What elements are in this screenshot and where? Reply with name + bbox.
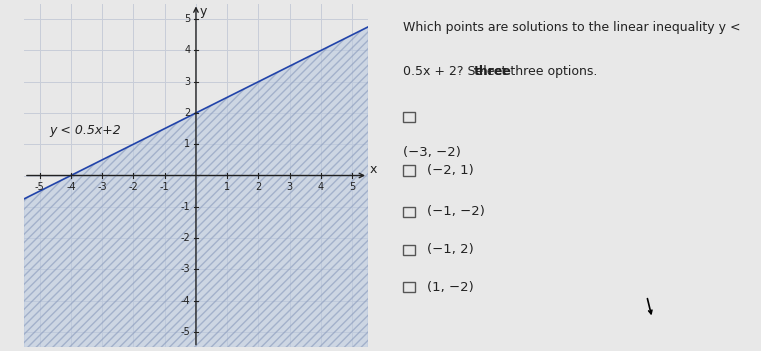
Text: -1: -1 (160, 183, 170, 192)
Text: -5: -5 (180, 327, 190, 337)
Text: y < 0.5x+2: y < 0.5x+2 (49, 124, 121, 137)
Text: (−1, 2): (−1, 2) (428, 243, 474, 256)
Text: -3: -3 (180, 264, 190, 274)
Text: (−2, 1): (−2, 1) (428, 164, 474, 177)
Text: -5: -5 (35, 183, 44, 192)
Text: three: three (473, 65, 511, 78)
Text: -4: -4 (180, 296, 190, 306)
Text: 3: 3 (287, 183, 293, 192)
Text: 5: 5 (349, 183, 355, 192)
Text: -1: -1 (180, 202, 190, 212)
Text: Which points are solutions to the linear inequality y <: Which points are solutions to the linear… (403, 21, 740, 34)
Text: x: x (370, 163, 377, 176)
Text: (−3, −2): (−3, −2) (403, 146, 460, 159)
Text: 2: 2 (184, 108, 190, 118)
Text: y: y (199, 5, 207, 18)
Text: 4: 4 (184, 45, 190, 55)
Text: 1: 1 (224, 183, 231, 192)
Text: -2: -2 (180, 233, 190, 243)
Text: -2: -2 (129, 183, 139, 192)
Text: 1: 1 (184, 139, 190, 149)
Text: 2: 2 (256, 183, 262, 192)
Text: -4: -4 (66, 183, 75, 192)
Text: 0.5x + 2? Select three options.: 0.5x + 2? Select three options. (403, 65, 597, 78)
Text: 4: 4 (318, 183, 324, 192)
Text: 5: 5 (184, 14, 190, 24)
Text: (−1, −2): (−1, −2) (428, 205, 486, 218)
Text: 3: 3 (184, 77, 190, 87)
Polygon shape (24, 27, 368, 347)
Text: (1, −2): (1, −2) (428, 281, 474, 294)
Text: -3: -3 (97, 183, 107, 192)
